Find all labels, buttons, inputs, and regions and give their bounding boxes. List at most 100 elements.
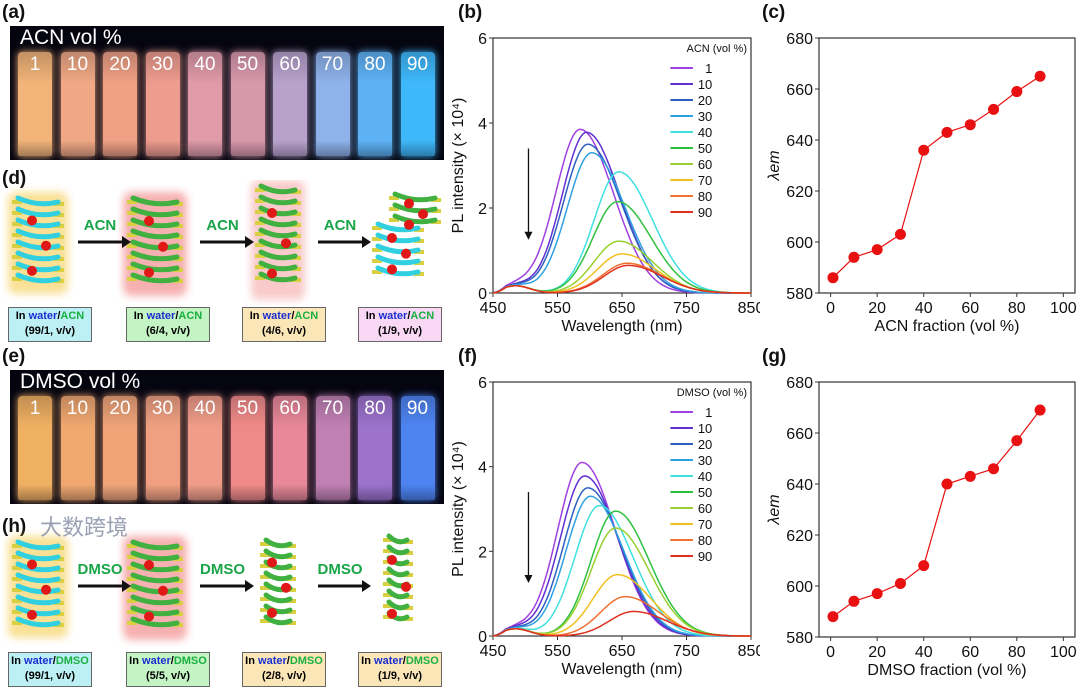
prefix: In (249, 310, 263, 322)
helix-turn (375, 221, 421, 233)
x-tick-label: 450 (480, 643, 507, 660)
helix-turn (130, 272, 180, 284)
data-point (894, 228, 906, 240)
pl-spectra-dmso-chart: 450 550 650 750 850 0 2 4 6 Wavelength (nm) PL int… (452, 375, 760, 678)
helix-turn (15, 272, 61, 284)
chromophore (41, 584, 51, 595)
pendant (12, 555, 22, 559)
photo-title: ACN vol % (20, 26, 122, 49)
helix-turn (386, 588, 410, 600)
x-tick-label: 0 (826, 644, 835, 661)
helix-turn (258, 194, 298, 206)
water-label: water (258, 655, 287, 667)
x-tick-label: 650 (609, 643, 636, 660)
chromophore (404, 198, 414, 209)
arrow-label: DMSO (78, 561, 123, 578)
water-label: water (374, 655, 403, 667)
y-axis-label: λem (766, 494, 783, 525)
vial-label: 40 (194, 54, 216, 75)
x-tick-label: 80 (1008, 644, 1026, 661)
spectrum-line (492, 253, 751, 294)
pendant (12, 266, 22, 270)
ratio: (4/6, v/v) (261, 325, 307, 337)
data-line (832, 75, 1041, 279)
arrow-down-icon (524, 231, 533, 240)
x-tick-label: 550 (544, 643, 571, 660)
water-label: water (378, 310, 408, 322)
legend-label: 10 (698, 421, 712, 436)
x-tick-label: 750 (673, 300, 700, 317)
sep: / (286, 655, 290, 667)
helix-turn (15, 250, 61, 262)
y-tick-label: 600 (786, 235, 813, 252)
x-tick-label: 100 (1050, 644, 1077, 661)
x-tick-label: 40 (915, 644, 933, 661)
emission-wavelength-acn-chart: 0 20 40 60 80 100 580 600 620 640 660 680 ACN fracti… (766, 31, 1077, 335)
legend-label: 50 (698, 141, 712, 156)
helix-turn (130, 195, 180, 207)
arrow-label: ACN (84, 217, 117, 234)
solvent-label: ACN (178, 310, 203, 322)
vial-label: 80 (364, 398, 386, 419)
emission-wavelength-dmso-chart: 0 20 40 60 80 100 580 600 620 640 660 680 DMSO fract… (766, 375, 1077, 679)
vial (145, 52, 180, 156)
vial (60, 52, 95, 156)
pendant (383, 615, 393, 619)
x-tick-label: 60 (961, 300, 979, 317)
legend-title: ACN (vol %) (686, 43, 747, 55)
legend-label: 60 (698, 501, 712, 516)
vial (103, 396, 137, 500)
y-tick-label: 620 (786, 528, 813, 545)
pendant (260, 575, 270, 579)
ratio: (6/4, v/v) (145, 325, 191, 337)
pendant (255, 188, 265, 192)
arrow-head-icon (362, 580, 371, 592)
chromophore (144, 560, 154, 570)
arrow-label: ACN (206, 217, 239, 234)
condition-box: In water/DMSO (99/1, v/v) (8, 652, 92, 687)
sep: / (407, 310, 411, 322)
helix-turn (15, 239, 61, 251)
vial (400, 396, 435, 500)
spectrum-line (492, 573, 751, 637)
pendant (260, 564, 270, 568)
x-tick-label: 80 (1008, 300, 1026, 317)
prefix: In (133, 310, 147, 322)
pendant (127, 555, 137, 559)
vial-label: 20 (109, 54, 131, 75)
condition-box: In water/ACN (6/4, v/v) (126, 307, 210, 342)
helix-turn (130, 206, 180, 218)
data-point (1034, 404, 1046, 416)
legend-label: 60 (698, 157, 712, 172)
legend-label: 80 (698, 189, 712, 204)
chromophore (27, 559, 37, 570)
data-point (964, 470, 976, 482)
chromophore (418, 209, 428, 220)
pendant (389, 207, 399, 211)
vial (358, 396, 392, 500)
solvent-label: DMSO (405, 655, 439, 667)
x-tick-label: 750 (673, 643, 700, 660)
pendant (127, 244, 137, 248)
data-point (1011, 86, 1023, 98)
pendant (372, 237, 382, 241)
helix-turn (130, 261, 180, 273)
water-label: water (142, 655, 171, 667)
helix-turn (15, 228, 61, 240)
helix-turn (130, 217, 180, 229)
pendant (12, 610, 22, 614)
solvent-label: DMSO (289, 655, 323, 667)
pendant (383, 604, 393, 608)
y-tick-label: 580 (786, 286, 813, 303)
legend-label: 20 (698, 437, 712, 452)
solvent-label: DMSO (55, 655, 89, 667)
data-point (1034, 70, 1046, 82)
vial-label: 10 (66, 54, 89, 75)
vial-label: 90 (406, 398, 429, 419)
pendant (372, 259, 382, 263)
spectrum-line (492, 152, 751, 294)
x-tick-label: 20 (868, 644, 886, 661)
arrow-head-icon (245, 580, 254, 592)
vial (18, 52, 52, 156)
vial (188, 52, 222, 156)
